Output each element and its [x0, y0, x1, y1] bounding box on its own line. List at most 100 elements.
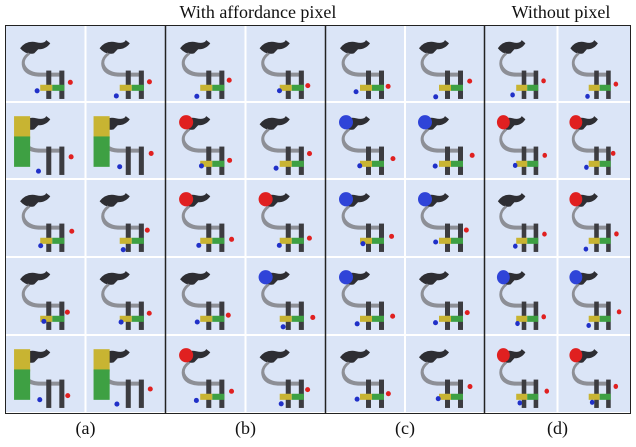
red-dot	[390, 156, 395, 161]
panel-label: (c)	[395, 418, 415, 439]
red-dot	[617, 309, 622, 314]
blue-dot	[117, 164, 122, 169]
yellow-block	[200, 238, 212, 244]
green-block	[14, 136, 30, 166]
scene-cell	[405, 179, 484, 256]
scene-background	[558, 102, 631, 179]
blue-dot	[277, 88, 282, 93]
blue-dot	[194, 398, 199, 403]
red-dot	[305, 83, 310, 88]
green-block	[52, 316, 64, 322]
yellow-block	[120, 238, 132, 244]
red-dot	[390, 314, 395, 319]
scene-background	[405, 102, 484, 179]
scene-cell	[558, 335, 631, 412]
blue-dot	[513, 163, 518, 168]
blue-dot	[196, 243, 201, 248]
scene-cell	[246, 26, 326, 103]
red-dot	[310, 315, 315, 320]
blue-dot	[355, 397, 360, 402]
red-dot	[542, 232, 547, 237]
yellow-block	[360, 394, 372, 400]
yellow-block	[589, 85, 600, 91]
scene-cell	[326, 335, 405, 412]
header-right: Without pixel	[512, 2, 611, 22]
red-dot	[227, 158, 232, 163]
yellow-block	[200, 85, 212, 91]
green-block	[451, 316, 463, 322]
image-grid	[6, 26, 630, 413]
blue-dot	[119, 320, 124, 325]
green-block	[372, 238, 384, 244]
panel-label: (d)	[547, 418, 568, 439]
scene-background	[166, 26, 246, 103]
blue-dot	[515, 321, 520, 326]
yellow-block	[589, 394, 600, 400]
scene-cell	[326, 257, 405, 334]
scene-background	[166, 179, 246, 256]
blue-dot	[584, 165, 589, 170]
green-block	[372, 394, 384, 400]
red-dot	[542, 153, 547, 158]
blue-dot	[281, 324, 286, 329]
blue-dot	[41, 319, 46, 324]
red-dot	[541, 78, 546, 83]
red-dot	[614, 384, 619, 389]
blue-dot	[194, 94, 199, 99]
scene-cell	[6, 26, 85, 103]
scene-background	[326, 179, 405, 256]
red-dot	[386, 391, 391, 396]
red-dot	[227, 78, 232, 83]
blue-dot	[354, 89, 359, 94]
blue-dot	[584, 247, 589, 252]
scene-background	[166, 335, 246, 412]
ball	[497, 348, 510, 362]
scene-cell	[86, 257, 166, 334]
scene-cell	[558, 102, 631, 179]
scene-cell	[558, 26, 631, 103]
red-dot	[614, 231, 619, 236]
scene-background	[405, 179, 484, 256]
blue-dot	[518, 400, 523, 405]
green-block	[292, 85, 304, 91]
ball	[418, 192, 432, 206]
scene-cell	[6, 335, 85, 412]
blue-dot	[433, 239, 438, 244]
scene-cell	[485, 257, 558, 334]
green-block	[527, 394, 538, 400]
green-block	[527, 238, 538, 244]
scene-background	[246, 257, 326, 334]
scene-background	[326, 102, 405, 179]
green-block	[292, 394, 304, 400]
ball	[259, 192, 273, 206]
blue-dot	[436, 396, 441, 401]
scene-cell	[86, 335, 166, 412]
blue-dot	[114, 402, 119, 407]
page: With affordance pixel Without pixel (a)(…	[0, 0, 636, 447]
blue-dot	[35, 88, 40, 93]
scene-cell	[6, 179, 85, 256]
yellow-block	[516, 316, 527, 322]
green-block	[52, 238, 64, 244]
yellow-block	[120, 85, 132, 91]
scene-cell	[86, 102, 166, 179]
green-block	[527, 161, 538, 167]
green-block	[52, 85, 64, 91]
scene-cell	[246, 102, 326, 179]
yellow-block	[516, 394, 527, 400]
green-block	[451, 85, 463, 91]
green-block	[14, 369, 30, 399]
blue-dot	[199, 163, 204, 168]
yellow-block	[40, 238, 52, 244]
scene-background	[166, 257, 246, 334]
blue-dot	[121, 247, 126, 252]
ball	[259, 270, 273, 284]
yellow-block	[14, 349, 30, 371]
scene-cell	[6, 257, 85, 334]
red-dot	[611, 151, 616, 156]
ball	[179, 115, 193, 129]
ball	[179, 348, 193, 362]
green-block	[212, 161, 224, 167]
yellow-block	[360, 85, 372, 91]
red-dot	[307, 151, 312, 156]
